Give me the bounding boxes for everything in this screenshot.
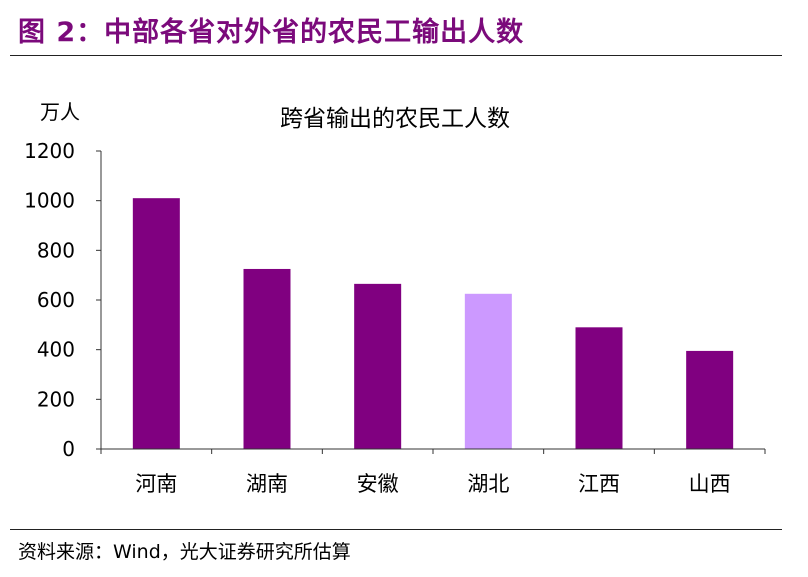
bar-5	[575, 327, 623, 449]
bar-6	[686, 350, 734, 449]
y-tick-label: 1200	[24, 139, 75, 163]
y-tick-label: 400	[37, 338, 75, 362]
y-tick-label: 800	[37, 238, 75, 262]
figure-title: 图 2：中部各省对外省的农民工输出人数	[18, 17, 525, 48]
bars	[132, 198, 734, 449]
top-rule	[10, 55, 782, 56]
source-note: 资料来源：Wind，光大证券研究所估算	[18, 541, 351, 563]
bar-3	[354, 283, 402, 449]
x-axis: 河南 湖南 安徽 湖北 江西 山西	[100, 448, 766, 496]
x-tick-label: 湖北	[467, 472, 509, 496]
x-tick-label: 河南	[135, 472, 177, 496]
bar-4	[464, 293, 512, 449]
x-tick-label: 湖南	[246, 472, 288, 496]
x-tick-label: 江西	[578, 472, 620, 496]
y-axis-unit-label: 万人	[40, 100, 80, 124]
chart-title: 跨省输出的农民工人数	[280, 106, 510, 132]
y-tick-label: 600	[37, 288, 75, 312]
y-axis: 0 200 400 600 800 1000 1200	[24, 139, 102, 461]
x-tick-label: 安徽	[357, 472, 399, 496]
y-tick-label: 0	[62, 437, 75, 461]
y-tick-label: 1000	[24, 189, 75, 213]
bottom-rule	[10, 529, 782, 530]
bar-1	[132, 198, 180, 449]
y-tick-label: 200	[37, 387, 75, 411]
x-tick-label: 山西	[689, 472, 731, 496]
bar-2	[243, 268, 291, 449]
